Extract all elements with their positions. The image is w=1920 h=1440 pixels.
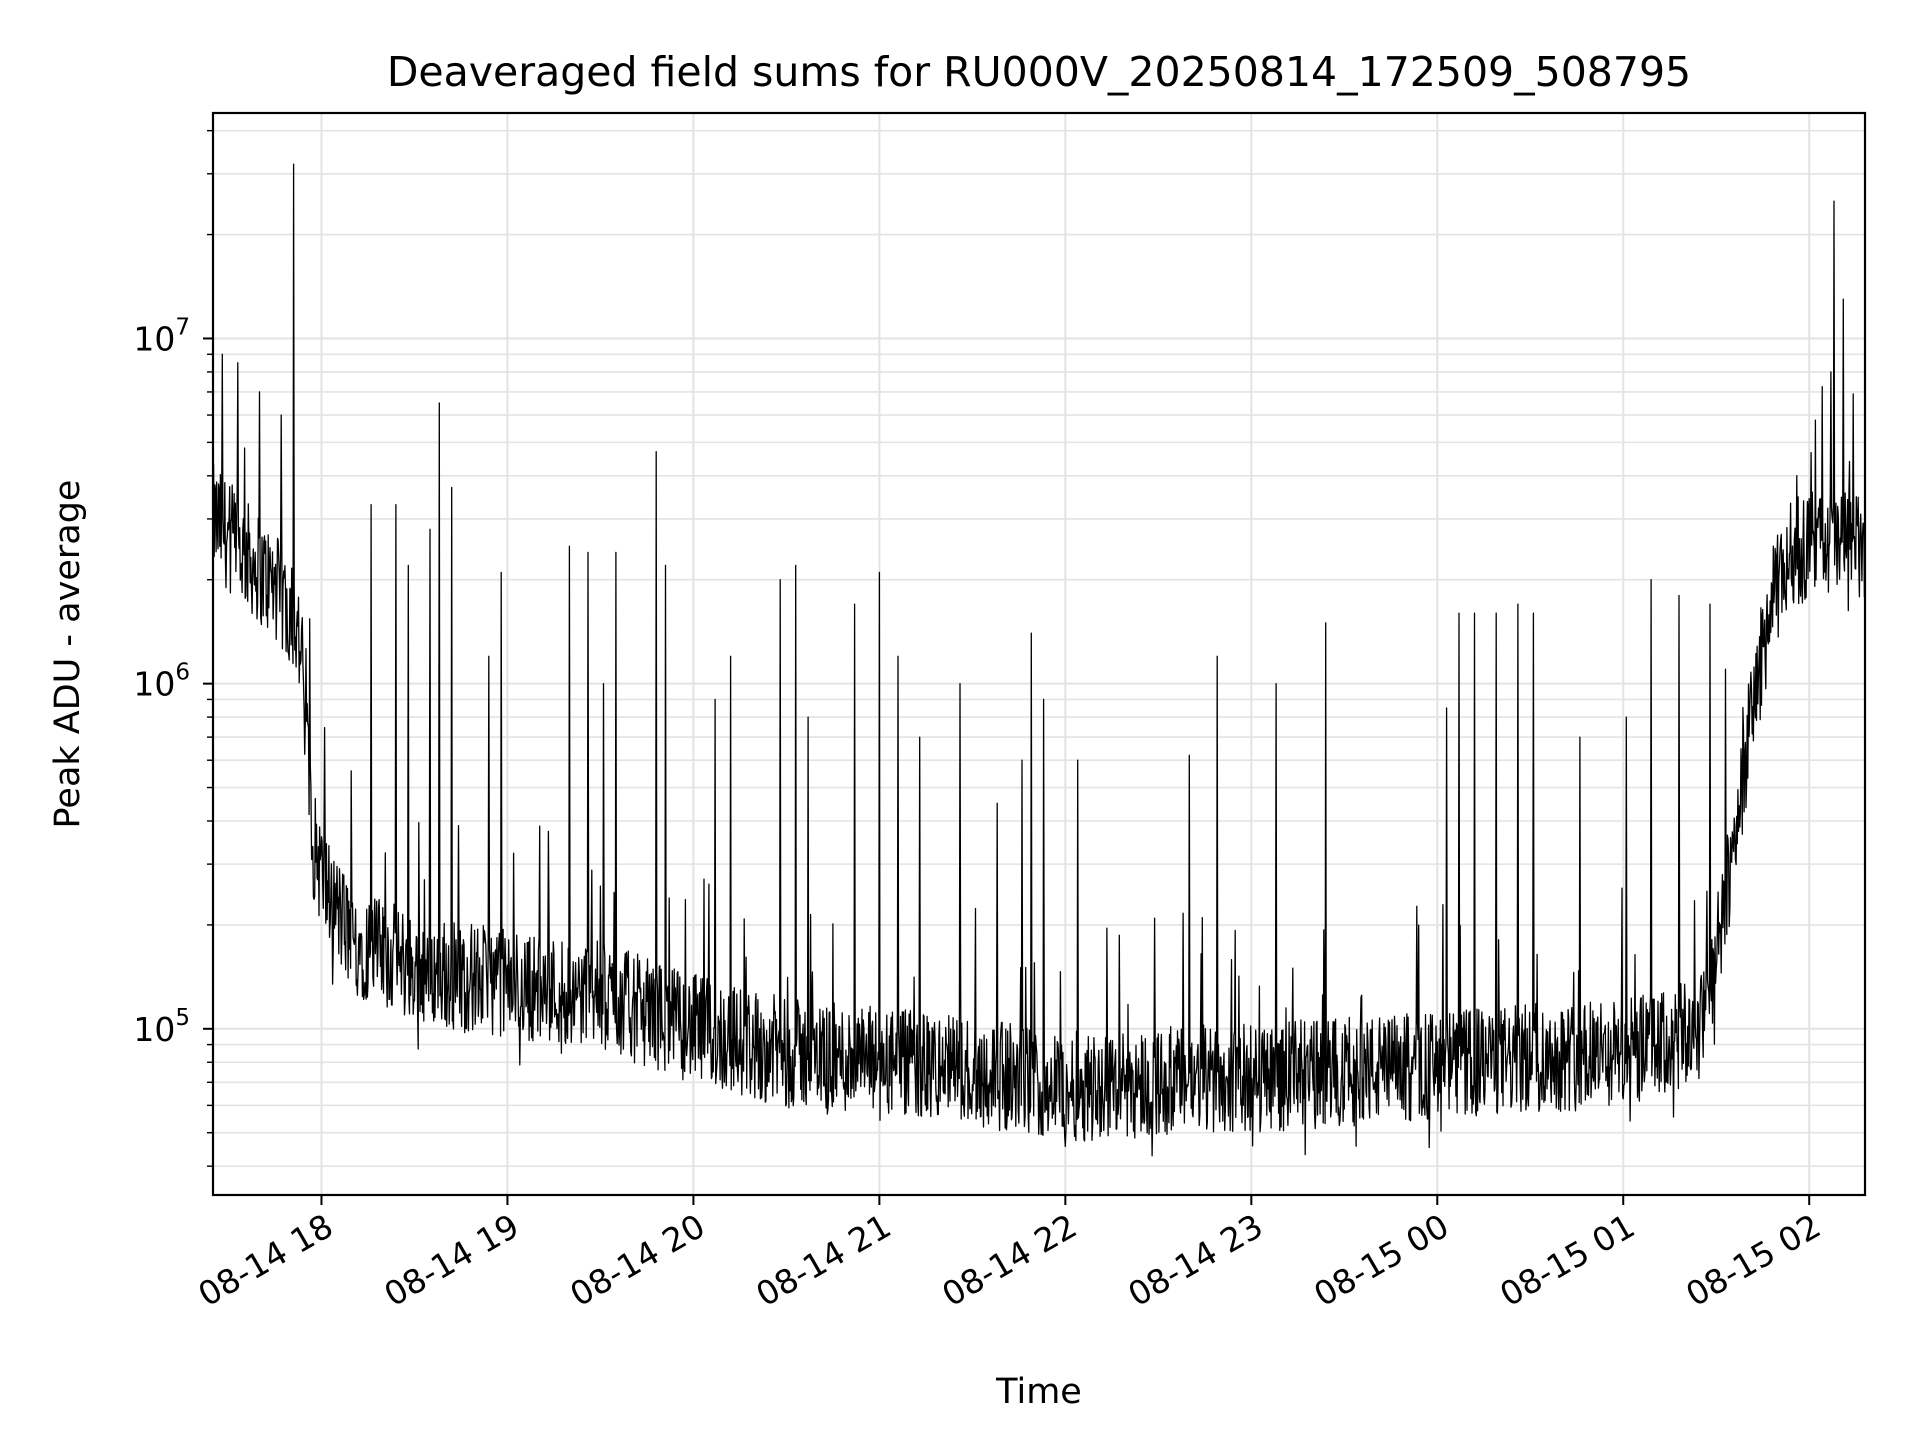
y-axis-label: Peak ADU - average xyxy=(48,480,88,829)
y-tick-label: 106 xyxy=(133,660,190,704)
chart-title: Deaveraged field sums for RU000V_2025081… xyxy=(387,48,1691,96)
y-tick-label: 107 xyxy=(133,314,190,358)
plot-frame xyxy=(211,111,1867,1197)
series-line xyxy=(213,163,1865,1157)
y-tick-label: 105 xyxy=(133,1005,190,1049)
x-axis-label: Time xyxy=(995,1372,1082,1412)
plot-region xyxy=(213,163,1865,1157)
